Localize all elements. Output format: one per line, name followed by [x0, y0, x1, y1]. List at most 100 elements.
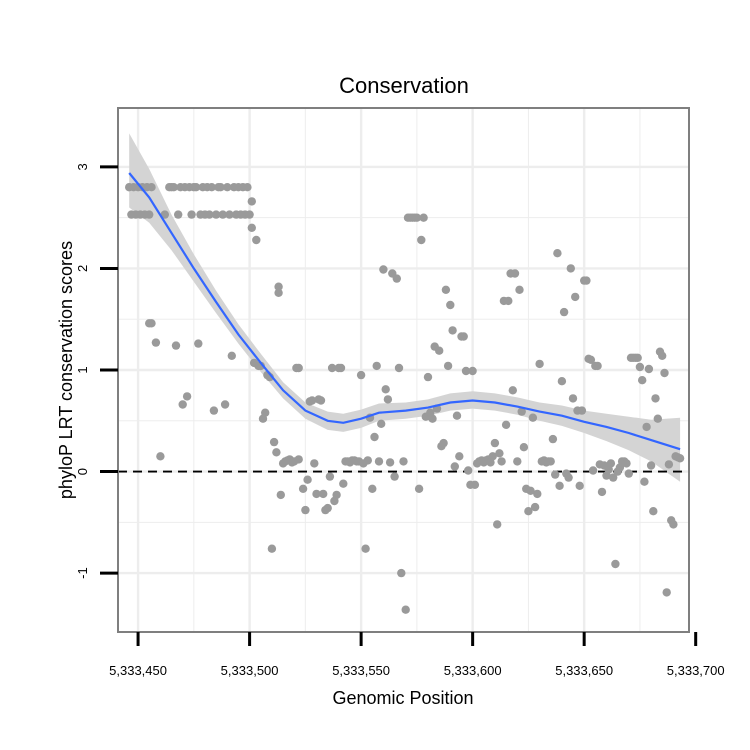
y-axis-ticks: -1 0 1 2 3 — [75, 163, 118, 579]
data-point — [593, 361, 602, 371]
data-point — [151, 338, 161, 347]
data-point — [261, 408, 270, 417]
data-point — [439, 438, 448, 448]
data-point — [452, 411, 462, 420]
data-point — [513, 457, 522, 466]
data-point — [243, 183, 252, 192]
y-tick-label: 1 — [75, 366, 90, 373]
x-tick-label: 5,333,700 — [667, 663, 725, 678]
x-axis-title: Genomic Position — [332, 688, 473, 708]
data-point — [211, 210, 221, 219]
data-point — [194, 339, 203, 348]
data-point — [535, 359, 544, 369]
data-point — [269, 437, 279, 447]
data-point — [399, 457, 408, 466]
data-point — [586, 355, 596, 364]
data-point — [528, 413, 538, 422]
data-point — [267, 544, 277, 553]
data-point — [564, 473, 573, 482]
data-point — [394, 363, 404, 373]
data-point — [417, 235, 426, 245]
data-point — [247, 197, 256, 206]
x-axis-ticks: 5,333,450 5,333,500 5,333,550 5,333,600 5,33… — [109, 632, 725, 678]
data-point — [611, 559, 620, 569]
data-point — [624, 469, 633, 478]
data-point — [597, 487, 607, 497]
data-point — [526, 486, 535, 495]
data-point — [468, 366, 477, 376]
data-point — [622, 459, 631, 468]
data-point — [649, 507, 658, 516]
x-tick-label: 5,333,600 — [444, 663, 502, 678]
x-tick-label: 5,333,500 — [221, 663, 279, 678]
data-point — [551, 470, 560, 479]
data-point — [390, 472, 399, 481]
data-point — [377, 419, 386, 428]
data-point — [301, 505, 310, 515]
data-point — [361, 544, 370, 553]
data-point — [577, 406, 587, 415]
y-axis-title: phyloP LRT conservation scores — [56, 241, 76, 499]
data-point — [669, 520, 678, 529]
data-point — [515, 285, 524, 294]
data-point — [653, 414, 662, 423]
data-point — [493, 520, 502, 529]
data-point — [332, 490, 341, 500]
data-point — [336, 363, 346, 373]
x-tick-label: 5,333,550 — [332, 663, 390, 678]
data-point — [147, 319, 156, 328]
data-point — [274, 282, 283, 291]
data-point — [642, 422, 651, 432]
data-point — [209, 406, 219, 415]
data-point — [660, 368, 669, 378]
data-point — [557, 377, 567, 386]
data-point — [363, 456, 372, 465]
data-point — [582, 276, 591, 285]
y-tick-label: -1 — [75, 567, 90, 579]
data-point — [216, 183, 225, 192]
data-point — [205, 210, 214, 219]
data-point — [272, 448, 281, 457]
x-tick-label: 5,333,650 — [555, 663, 613, 678]
data-point — [252, 235, 261, 245]
data-point — [419, 213, 428, 222]
data-point — [372, 361, 381, 371]
data-point — [191, 183, 201, 192]
data-point — [339, 479, 348, 488]
data-point — [675, 454, 685, 463]
data-point — [245, 210, 254, 219]
data-point — [664, 460, 674, 469]
data-point — [225, 210, 234, 219]
data-point — [276, 490, 285, 500]
data-point — [464, 466, 473, 475]
data-point — [640, 477, 649, 486]
data-point — [316, 396, 326, 405]
data-point — [218, 210, 227, 219]
data-point — [294, 363, 303, 373]
data-point — [274, 288, 283, 297]
data-point — [171, 341, 181, 350]
data-point — [553, 249, 562, 258]
data-point — [517, 407, 526, 416]
y-tick-label: 0 — [75, 468, 90, 475]
data-point — [497, 457, 506, 466]
data-point — [546, 457, 555, 466]
data-point — [227, 351, 236, 360]
data-point — [638, 376, 647, 385]
data-point — [310, 459, 319, 468]
data-point — [501, 420, 511, 429]
data-point — [374, 457, 384, 466]
data-point — [319, 489, 328, 499]
data-point — [533, 489, 542, 499]
data-point — [555, 481, 564, 490]
data-point — [414, 484, 424, 493]
data-point — [443, 361, 453, 371]
data-point — [646, 461, 656, 470]
chart-title: Conservation — [339, 73, 469, 98]
data-point — [401, 605, 410, 614]
data-point — [651, 394, 660, 403]
data-point — [446, 300, 455, 310]
x-tick-label: 5,333,450 — [109, 663, 167, 678]
data-point — [510, 269, 520, 278]
data-point — [327, 363, 337, 373]
